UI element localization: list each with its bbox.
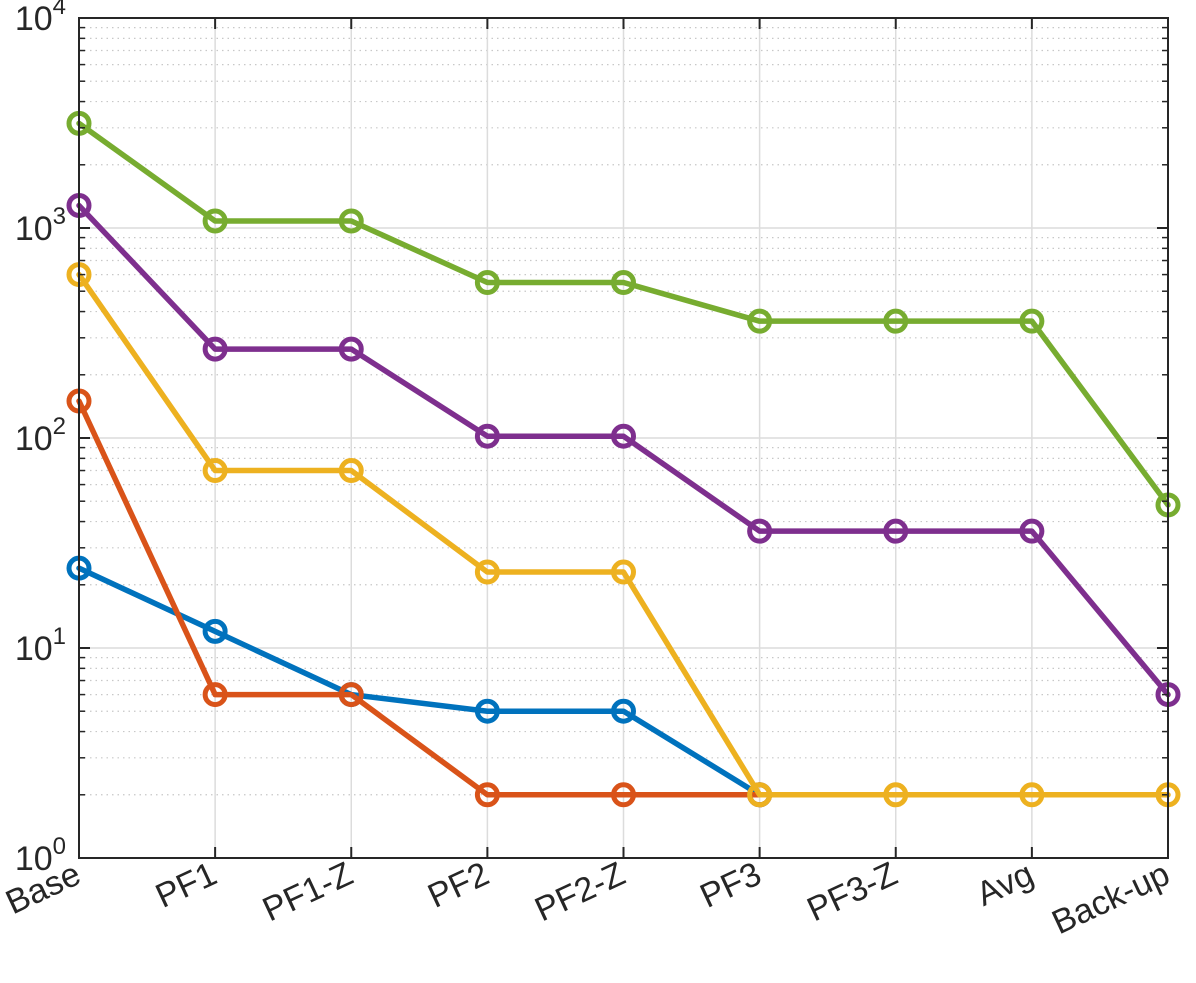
series-line: [76, 271, 1171, 798]
y-tick-exponent: 3: [53, 203, 66, 230]
x-tick-label: PF3: [694, 855, 767, 916]
data-point: [338, 458, 364, 484]
data-point: [883, 308, 909, 334]
data-point: [338, 682, 364, 708]
y-tick-exponent: 0: [53, 833, 66, 860]
x-tick-label: Avg: [971, 855, 1040, 914]
y-tick-exponent: 4: [53, 0, 66, 20]
series-line: [76, 120, 1171, 508]
series-layer: [66, 110, 1181, 808]
data-point: [202, 682, 228, 708]
data-point: [202, 336, 228, 362]
data-point: [202, 618, 228, 644]
data-point: [202, 458, 228, 484]
series-2: [66, 388, 773, 808]
data-point: [474, 559, 500, 585]
data-point: [1019, 782, 1045, 808]
data-point: [611, 423, 636, 449]
x-tick-label: PF2-Z: [529, 855, 631, 929]
data-point: [883, 518, 909, 544]
y-tick-label: 101: [15, 623, 66, 668]
data-point: [474, 423, 500, 449]
data-point: [611, 782, 636, 808]
y-tick-label: 103: [15, 203, 66, 248]
data-point: [474, 698, 500, 724]
series-line: [76, 202, 1171, 698]
series-line: [76, 565, 763, 798]
y-tick-exponent: 2: [53, 413, 66, 440]
data-point: [338, 208, 364, 234]
data-point: [611, 698, 636, 724]
data-point: [747, 518, 773, 544]
data-point: [747, 308, 773, 334]
data-point: [338, 336, 364, 362]
x-tick-label: PF2: [422, 855, 495, 916]
x-tick-label: PF1-Z: [257, 855, 359, 929]
data-point: [611, 270, 636, 296]
data-point: [474, 782, 500, 808]
x-tick-label: PF3-Z: [801, 855, 903, 929]
data-point: [611, 559, 636, 585]
series-4: [66, 192, 1181, 708]
series-1: [66, 555, 773, 808]
axis-ticks: [78, 17, 1169, 859]
data-point: [202, 208, 228, 234]
x-tick-labels: Base PF1 PF1-Z PF2 PF2-Z PF3 PF3-Z Avg Back-up: [0, 855, 1175, 942]
y-tick-exponent: 1: [53, 623, 66, 650]
x-tick-label: Back-up: [1046, 855, 1175, 942]
data-point: [474, 270, 500, 296]
series-line: [76, 398, 763, 798]
data-point: [747, 782, 773, 808]
y-tick-label: 102: [15, 413, 66, 458]
data-point: [1019, 518, 1045, 544]
y-tick-label: 104: [15, 0, 66, 38]
x-tick-label: PF1: [150, 855, 223, 916]
data-point: [883, 782, 909, 808]
data-point: [1019, 308, 1045, 334]
